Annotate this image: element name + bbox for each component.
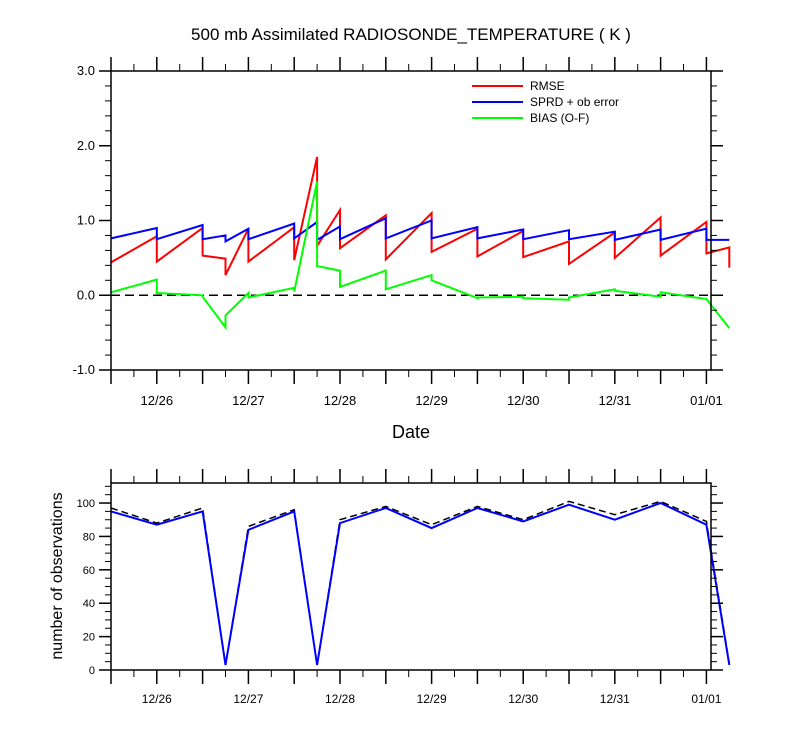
- chart1-ytick-label-3: 1.0: [77, 213, 95, 228]
- chart2-ytick-label-3: 60: [83, 565, 95, 577]
- chart2-xtick-label-7: 01/01: [691, 692, 721, 706]
- chart2-ytick-label-6: 0: [89, 665, 95, 677]
- chart1-legend-label-3: BIAS (O-F): [530, 111, 589, 125]
- chart2-frame: [110, 482, 712, 671]
- chart2-xtick-label-6: 12/31: [600, 692, 630, 706]
- chart1-ytick-label-1: 3.0: [77, 63, 95, 78]
- chart2-xtick-label-3: 12/28: [325, 692, 355, 706]
- chart2-xtick-label-5: 12/30: [508, 692, 538, 706]
- chart2-ytick-label-2: 80: [83, 531, 95, 543]
- chart1-xtick-label-1: 12/26: [141, 393, 174, 408]
- chart1-ytick-label-2: 2.0: [77, 138, 95, 153]
- chart1-series-3-line: [110, 181, 731, 331]
- chart1-series-2-line: [110, 216, 730, 244]
- chart2-ytick-label-1: 100: [77, 498, 95, 510]
- chart1-frame: [110, 70, 712, 371]
- chart1-xtick-label-3: 12/28: [324, 393, 357, 408]
- chart1-xlabel: Date: [392, 422, 430, 442]
- chart2-series-2-line: [110, 501, 731, 666]
- chart1-ytick-label-5: -1.0: [73, 362, 95, 377]
- chart2-series-1-line: [110, 500, 731, 666]
- chart2-ylabel: number of observations: [49, 492, 66, 659]
- chart1-xtick-label-5: 12/30: [507, 393, 540, 408]
- chart2-ytick-label-4: 40: [83, 598, 95, 610]
- chart1-xtick-label-2: 12/27: [232, 393, 265, 408]
- chart1-ytick-label-4: 0.0: [77, 287, 95, 302]
- chart1-series-1-line: [110, 156, 731, 276]
- chart1-xtick-label-7: 01/01: [690, 393, 723, 408]
- chart2-xtick-label-4: 12/29: [417, 692, 447, 706]
- chart1-xtick-label-6: 12/31: [599, 393, 632, 408]
- chart2-xtick-label-1: 12/26: [142, 692, 172, 706]
- chart1-legend-label-1: RMSE: [530, 79, 565, 93]
- chart2-ytick-label-5: 20: [83, 632, 95, 644]
- chart1-title: 500 mb Assimilated RADIOSONDE_TEMPERATUR…: [191, 25, 631, 44]
- chart1-xtick-label-4: 12/29: [415, 393, 448, 408]
- chart2-xtick-label-2: 12/27: [233, 692, 263, 706]
- chart1-legend-label-2: SPRD + ob error: [530, 95, 619, 109]
